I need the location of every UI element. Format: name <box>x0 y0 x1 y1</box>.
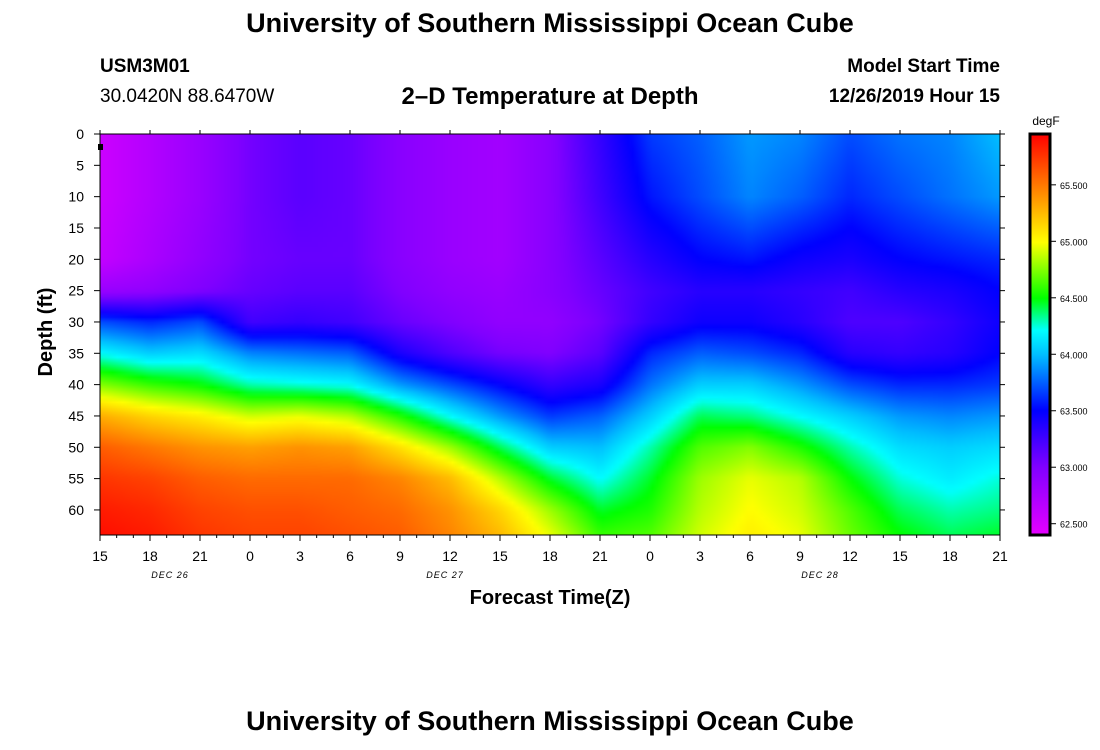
y-tick-label: 20 <box>68 251 84 267</box>
x-tick-label: 21 <box>592 548 608 564</box>
colorbar-tick-label: 65.000 <box>1060 237 1088 247</box>
x-tick-label: 0 <box>646 548 654 564</box>
date-label: DEC 26 <box>151 570 189 580</box>
x-tick-label: 6 <box>346 548 354 564</box>
colorbar-tick-label: 65.500 <box>1060 181 1088 191</box>
x-tick-label: 3 <box>696 548 704 564</box>
y-tick-label: 45 <box>68 408 84 424</box>
colorbar-tick-label: 62.500 <box>1060 520 1088 530</box>
y-tick-label: 5 <box>76 157 84 173</box>
station-id: USM3M01 <box>100 56 190 77</box>
x-tick-label: 15 <box>492 548 508 564</box>
y-tick-label: 30 <box>68 314 84 330</box>
x-tick-label: 9 <box>396 548 404 564</box>
colorbar <box>1028 132 1052 537</box>
x-tick-label: 18 <box>142 548 158 564</box>
origin-marker <box>98 144 103 150</box>
colorbar-unit: degF <box>1032 114 1059 128</box>
x-tick-label: 0 <box>246 548 254 564</box>
x-tick-label: 6 <box>746 548 754 564</box>
x-tick-label: 15 <box>892 548 908 564</box>
y-tick-label: 15 <box>68 220 84 236</box>
y-tick-label: 25 <box>68 283 84 299</box>
y-tick-label: 35 <box>68 345 84 361</box>
x-tick-label: 18 <box>542 548 558 564</box>
colorbar-tick-label: 63.000 <box>1060 463 1088 473</box>
bottom-title: University of Southern Mississippi Ocean… <box>246 706 854 736</box>
y-tick-label: 40 <box>68 377 84 393</box>
y-tick-label: 55 <box>68 471 84 487</box>
y-tick-label: 10 <box>68 189 84 205</box>
chart-title: 2–D Temperature at Depth <box>401 83 699 110</box>
date-label: DEC 28 <box>801 570 839 580</box>
model-start-value: 12/26/2019 Hour 15 <box>828 86 1000 107</box>
x-tick-label: 15 <box>92 548 108 564</box>
x-tick-label: 12 <box>842 548 858 564</box>
x-tick-label: 12 <box>442 548 458 564</box>
y-tick-label: 60 <box>68 502 84 518</box>
x-tick-label: 9 <box>796 548 804 564</box>
top-title: University of Southern Mississippi Ocean… <box>246 8 854 38</box>
x-tick-label: 21 <box>192 548 208 564</box>
x-tick-label: 21 <box>992 548 1008 564</box>
x-tick-label: 18 <box>942 548 958 564</box>
y-axis-label: Depth (ft) <box>35 288 57 377</box>
x-tick-label: 3 <box>296 548 304 564</box>
model-start-label: Model Start Time <box>847 56 1000 77</box>
y-tick-label: 50 <box>68 439 84 455</box>
x-axis-label: Forecast Time(Z) <box>470 587 631 609</box>
station-coordinates: 30.0420N 88.6470W <box>100 86 275 107</box>
colorbar-tick-label: 63.500 <box>1060 407 1088 417</box>
colorbar-tick-label: 64.500 <box>1060 294 1088 304</box>
colorbar-tick-label: 64.000 <box>1060 350 1088 360</box>
date-label: DEC 27 <box>426 570 464 580</box>
y-tick-label: 0 <box>76 126 84 142</box>
temperature-heatmap <box>100 134 1000 535</box>
